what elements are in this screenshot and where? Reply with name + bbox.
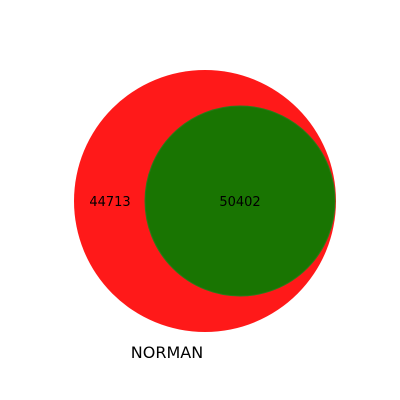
- venn-circle-subset: [144, 105, 336, 297]
- region-label-overlap: 50402: [219, 195, 260, 210]
- region-label-norman-only: 44713: [89, 195, 130, 210]
- set-label-norman: NORMAN: [131, 343, 203, 362]
